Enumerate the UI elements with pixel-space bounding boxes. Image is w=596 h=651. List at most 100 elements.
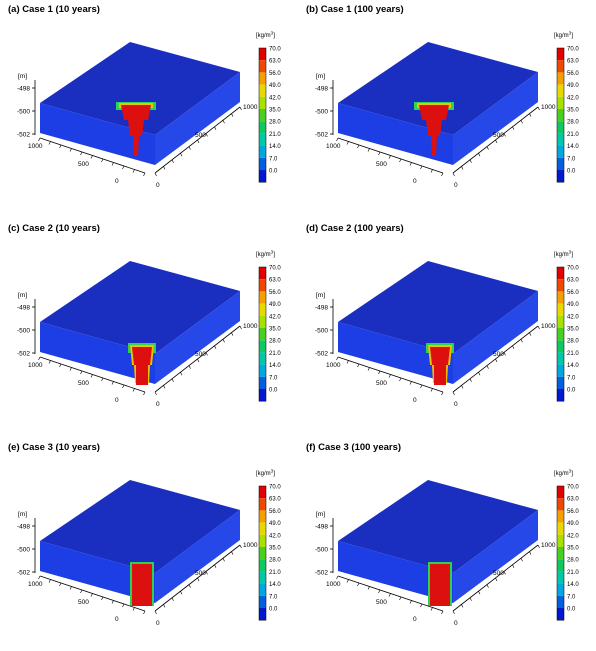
- colorbar-swatch: [259, 608, 266, 621]
- colorbar-swatch: [557, 170, 564, 183]
- colorbar-label: 28.0: [269, 339, 281, 345]
- colorbar-label: 7.0: [567, 156, 576, 162]
- colorbar-label: 28.0: [567, 120, 579, 126]
- colorbar-swatch: [557, 133, 564, 146]
- colorbar-swatch: [259, 583, 266, 596]
- colorbar-unit: [kg/m3]: [554, 31, 573, 40]
- right-axis-tick: [520, 339, 523, 343]
- box-top-face: [40, 480, 240, 573]
- right-axis-tick: [529, 113, 532, 117]
- left-axis-tick: [90, 593, 93, 597]
- colorbar-label: 42.0: [567, 314, 579, 320]
- left-axis-label: 1000: [326, 581, 341, 588]
- right-axis-label: 0: [454, 620, 458, 627]
- colorbar-label: 7.0: [269, 156, 278, 162]
- colorbar-unit-close: ]: [273, 471, 275, 477]
- left-axis-label: 1000: [326, 143, 341, 150]
- right-axis-tick: [188, 365, 191, 369]
- colorbar-unit-sup: 3: [271, 469, 274, 474]
- left-axis-tick: [38, 575, 41, 580]
- left-axis-tick: [399, 377, 402, 382]
- colorbar-label: 49.0: [269, 521, 281, 527]
- right-axis-tick: [478, 372, 481, 376]
- z-tick-label: -498: [17, 86, 30, 93]
- colorbar-swatch: [557, 389, 564, 402]
- colorbar-label: 42.0: [567, 95, 579, 101]
- panel-2: (b) Case 1 (100 years) [m] -498 -500 -502 100…: [298, 0, 596, 208]
- left-axis-label: 0: [413, 616, 417, 623]
- right-axis-label: 0: [156, 620, 160, 627]
- z-tick-label: -498: [315, 524, 328, 531]
- z-axis-unit: [m]: [316, 73, 325, 80]
- z-tick-label: -498: [315, 305, 328, 312]
- left-axis-tick: [441, 391, 444, 396]
- plume-core: [121, 105, 151, 156]
- colorbar-label: 63.0: [567, 59, 579, 65]
- left-axis-tick: [80, 589, 83, 594]
- colorbar-unit-sup: 3: [569, 250, 572, 255]
- box-front-right-face: [453, 510, 538, 603]
- right-axis-tick: [478, 591, 481, 595]
- left-axis-tick: [132, 607, 135, 611]
- colorbar-label: 28.0: [567, 339, 579, 345]
- right-axis-tick: [231, 113, 234, 117]
- z-tick-label: -502: [17, 351, 30, 358]
- right-axis-tick: [495, 139, 498, 144]
- colorbar-swatch: [259, 352, 266, 365]
- colorbar-swatch: [557, 583, 564, 596]
- right-axis-tick: [222, 339, 225, 343]
- colorbar-label: 56.0: [269, 290, 281, 296]
- right-axis-tick: [154, 610, 157, 615]
- colorbar-swatch: [557, 534, 564, 547]
- block-model-diagram: [m] -498 -500 -502 1000 500 0 1000 500 0 [kg/m3] 70…: [17, 31, 281, 190]
- right-axis-tick: [469, 159, 472, 163]
- right-axis-tick: [163, 385, 166, 389]
- block-model-diagram: [m] -498 -500 -502 1000 500 0 1000 500 0 [kg/m3] 70…: [315, 469, 579, 628]
- left-axis-label: 0: [413, 178, 417, 185]
- left-axis-tick: [143, 610, 146, 615]
- colorbar-label: 35.0: [567, 546, 579, 552]
- panel-6: (f) Case 3 (100 years) [m] -498 -500 -502 100…: [298, 438, 596, 646]
- box-front-left-face: [338, 541, 453, 603]
- right-axis-label: 1000: [243, 323, 258, 330]
- z-tick-label: -502: [315, 570, 328, 577]
- colorbar-swatch: [557, 340, 564, 353]
- colorbar-label: 56.0: [567, 71, 579, 77]
- colorbar-swatch: [259, 48, 266, 61]
- colorbar-swatch: [259, 60, 266, 73]
- colorbar-swatch: [259, 170, 266, 183]
- left-axis-tick: [101, 158, 104, 163]
- colorbar-label: 49.0: [567, 302, 579, 308]
- colorbar-unit-close: ]: [273, 252, 275, 258]
- z-tick-label: -500: [17, 547, 30, 554]
- plume: [130, 562, 154, 606]
- colorbar-label: 35.0: [269, 108, 281, 114]
- right-axis-tick: [512, 564, 515, 568]
- colorbar-swatch: [259, 328, 266, 341]
- colorbar-swatch: [557, 364, 564, 377]
- z-tick-label: -498: [17, 305, 30, 312]
- right-axis-tick: [537, 325, 540, 330]
- left-axis-tick: [101, 596, 104, 601]
- colorbar-swatch: [557, 157, 564, 170]
- block-model-diagram: [m] -498 -500 -502 1000 500 0 1000 500 0 [kg/m3] 70…: [315, 250, 579, 409]
- colorbar-label: 42.0: [269, 533, 281, 539]
- colorbar-swatch: [259, 145, 266, 158]
- right-axis-tick: [529, 332, 532, 336]
- box-top-face: [338, 261, 538, 354]
- left-axis-tick: [59, 582, 62, 587]
- left-axis-tick: [90, 155, 93, 159]
- right-axis-tick: [163, 604, 166, 608]
- left-axis-tick: [409, 381, 412, 385]
- box-front-left-face: [40, 322, 155, 384]
- colorbar-swatch: [259, 510, 266, 523]
- plume-core: [430, 347, 450, 385]
- colorbar-label: 28.0: [269, 558, 281, 564]
- left-axis-tick: [367, 586, 370, 590]
- colorbar-label: 42.0: [269, 314, 281, 320]
- colorbar-swatch: [259, 534, 266, 547]
- left-axis-tick: [101, 377, 104, 382]
- colorbar-swatch: [259, 109, 266, 122]
- right-axis-tick: [495, 358, 498, 363]
- panel-title: (f) Case 3 (100 years): [306, 442, 402, 453]
